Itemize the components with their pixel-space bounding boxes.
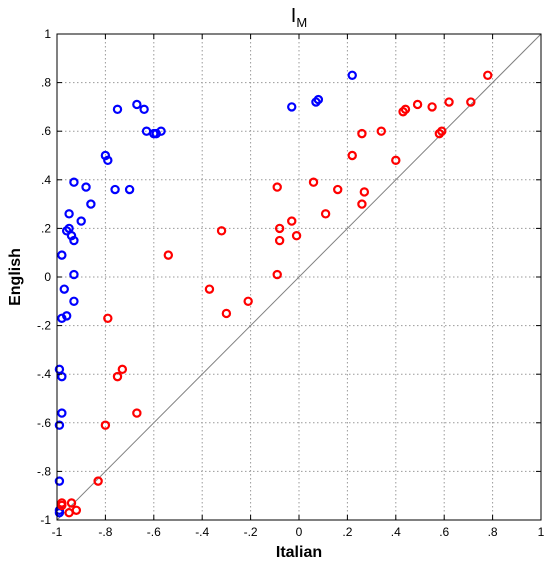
red-point: [103, 313, 113, 324]
red-point: [333, 184, 343, 195]
chart-title: IM: [291, 5, 307, 30]
y-tick-label: .8: [41, 76, 51, 90]
x-tick-label: -1: [52, 525, 63, 539]
blue-point: [69, 296, 79, 306]
blue-point: [76, 216, 86, 226]
red-point: [359, 187, 370, 197]
blue-point: [57, 250, 67, 260]
blue-point: [54, 420, 65, 430]
grid: [57, 34, 541, 520]
blue-point: [287, 102, 297, 112]
red-point: [163, 250, 174, 260]
red-point: [93, 476, 103, 486]
tick-labels: -1 -.8 -.6 -.4 -.2 0 .2 .4 .6 .8 1 -1 -.8 -.6 -.4 -.2 0.…: [37, 27, 545, 539]
red-point: [444, 97, 454, 107]
blue-point: [86, 199, 96, 209]
blue-point: [124, 184, 135, 195]
red-point: [434, 128, 445, 139]
y-axis-label: English: [7, 248, 24, 306]
blue-point: [69, 177, 79, 187]
y-tick-label: -.4: [37, 367, 51, 381]
axis-ticks: [56, 33, 542, 521]
diagonal-reference-line: [56, 33, 542, 521]
red-point: [412, 99, 423, 110]
data-points: [54, 70, 493, 518]
blue-point: [69, 269, 79, 280]
x-tick-label: -.4: [195, 525, 209, 539]
y-tick-label: -.6: [37, 416, 51, 430]
red-point: [117, 364, 128, 375]
y-tick-label: 0: [44, 270, 51, 284]
blue-point: [57, 408, 67, 418]
red-point: [347, 150, 357, 161]
x-tick-label: -.6: [147, 525, 161, 539]
red-point: [483, 70, 493, 81]
red-point: [287, 216, 297, 226]
blue-point: [69, 235, 79, 246]
blue-point: [112, 104, 123, 115]
x-tick-label: 1: [538, 525, 545, 539]
blue-point: [59, 284, 69, 294]
blue-point: [139, 104, 149, 115]
red-point: [274, 235, 285, 246]
red-point: [100, 420, 111, 430]
red-point: [291, 230, 302, 241]
red-point: [112, 371, 123, 382]
x-tick-label: -.8: [98, 525, 112, 539]
blue-point: [64, 209, 74, 219]
y-tick-label: -.8: [37, 464, 51, 478]
red-point: [243, 296, 253, 306]
y-tick-label: 1: [44, 27, 51, 41]
x-tick-label: -.2: [244, 525, 258, 539]
x-tick-label: .2: [342, 525, 352, 539]
blue-point: [132, 99, 142, 110]
red-point: [391, 155, 401, 166]
x-tick-label: .6: [439, 525, 449, 539]
blue-point: [81, 182, 91, 192]
y-tick-label: -.2: [37, 319, 51, 333]
red-point: [357, 128, 367, 139]
red-point: [272, 182, 282, 192]
red-point: [204, 284, 215, 294]
y-tick-label: .6: [41, 124, 51, 138]
blue-point: [313, 94, 324, 105]
red-point: [221, 308, 232, 319]
y-tick-label: .4: [41, 173, 51, 187]
red-point: [427, 102, 437, 112]
red-point: [66, 498, 77, 508]
blue-point: [57, 371, 67, 382]
blue-point: [103, 155, 113, 166]
red-point: [376, 126, 386, 136]
red-point: [466, 97, 476, 107]
red-point: [308, 177, 319, 187]
red-point: [272, 269, 282, 280]
red-point: [132, 408, 142, 418]
blue-point: [110, 184, 120, 195]
red-point: [357, 199, 367, 209]
red-point: [57, 500, 67, 511]
x-tick-label: 0: [296, 525, 303, 539]
y-tick-label: -1: [40, 513, 51, 527]
red-point: [216, 226, 227, 236]
red-point: [274, 223, 285, 234]
x-tick-label: .8: [488, 525, 498, 539]
blue-point: [156, 126, 166, 136]
blue-point: [347, 70, 357, 81]
x-axis-label: Italian: [276, 544, 322, 561]
x-tick-label: .4: [391, 525, 401, 539]
blue-point: [57, 313, 67, 324]
red-point: [64, 508, 74, 518]
y-tick-label: .2: [41, 221, 51, 235]
red-point: [398, 107, 408, 117]
red-point: [320, 209, 331, 219]
blue-point: [54, 476, 65, 486]
